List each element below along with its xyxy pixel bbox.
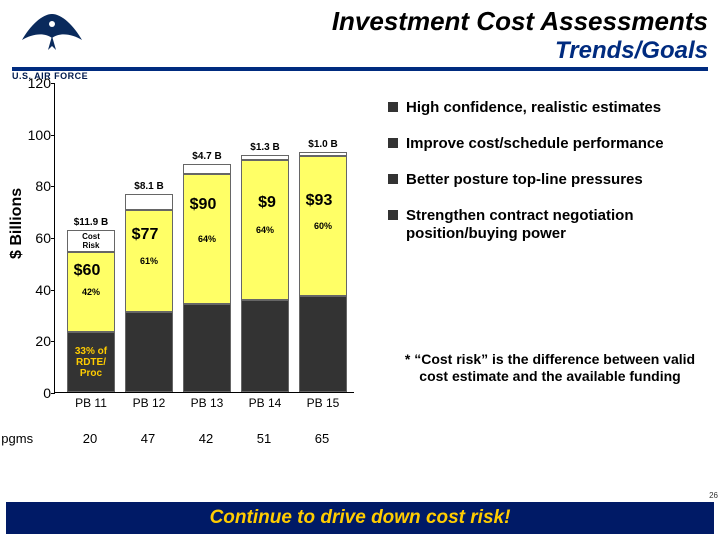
num-programs-label: # of pgms bbox=[0, 431, 46, 446]
bar-top-value: $8.1 B bbox=[125, 181, 173, 192]
bar-total-label: $60 bbox=[63, 262, 111, 280]
y-tick: 100 bbox=[23, 127, 51, 143]
bar-segment bbox=[183, 164, 231, 174]
y-tick: 120 bbox=[23, 75, 51, 91]
y-tick: 0 bbox=[23, 385, 51, 401]
bullet-marker bbox=[388, 174, 398, 184]
bullet-list: High confidence, realistic estimates Impr… bbox=[388, 99, 708, 261]
footnote: * “Cost risk” is the difference between … bbox=[400, 351, 700, 385]
usaf-logo: U.S. AIR FORCE bbox=[12, 6, 92, 64]
x-category-label: PB 12 bbox=[125, 396, 173, 410]
bar-total-label: $93 bbox=[295, 192, 343, 210]
y-tick: 40 bbox=[23, 282, 51, 298]
x-category-label: PB 13 bbox=[183, 396, 231, 410]
num-programs-value: 20 bbox=[66, 431, 114, 446]
bar-segment bbox=[125, 194, 173, 210]
plot-area: 02040608010012033% of RDTE/ Proc42%Cost … bbox=[54, 83, 354, 393]
bar-total-label: $77 bbox=[121, 226, 169, 244]
bar-top-value: $1.3 B bbox=[241, 142, 289, 153]
bullet-marker bbox=[388, 102, 398, 112]
bar-top-value: $11.9 B bbox=[67, 217, 115, 228]
slide-subtitle: Trends/Goals bbox=[92, 37, 708, 65]
num-programs-value: 51 bbox=[240, 431, 288, 446]
y-tick: 60 bbox=[23, 230, 51, 246]
y-tick: 80 bbox=[23, 178, 51, 194]
bullet-item: High confidence, realistic estimates bbox=[388, 99, 708, 117]
bar-segment bbox=[241, 155, 289, 160]
bullet-marker bbox=[388, 210, 398, 220]
bar-segment bbox=[241, 300, 289, 392]
y-axis-label: $ Billions bbox=[8, 188, 26, 259]
bar-chart: $ Billions 02040608010012033% of RDTE/ P… bbox=[10, 79, 370, 451]
bar-segment bbox=[299, 152, 347, 156]
bar-top-value: $1.0 B bbox=[299, 139, 347, 150]
bar-segment: 64% bbox=[241, 160, 289, 300]
x-category-label: PB 14 bbox=[241, 396, 289, 410]
slide-content: $ Billions 02040608010012033% of RDTE/ P… bbox=[0, 71, 720, 451]
bar-total-label: $9 bbox=[243, 194, 291, 212]
slide-number: 26 bbox=[709, 491, 718, 500]
bar-top-value: $4.7 B bbox=[183, 151, 231, 162]
bullet-text: Improve cost/schedule performance bbox=[406, 135, 664, 153]
x-category-label: PB 15 bbox=[299, 396, 347, 410]
num-programs-value: 47 bbox=[124, 431, 172, 446]
bullet-item: Better posture top-line pressures bbox=[388, 171, 708, 189]
bullet-item: Strengthen contract negotiation position… bbox=[388, 207, 708, 243]
bar-total-label: $90 bbox=[179, 196, 227, 214]
slide-title: Investment Cost Assessments bbox=[92, 6, 708, 37]
y-tick: 20 bbox=[23, 333, 51, 349]
bar-segment: 60% bbox=[299, 156, 347, 296]
num-programs-value: 42 bbox=[182, 431, 230, 446]
bar-segment bbox=[183, 304, 231, 392]
slide-header: U.S. AIR FORCE Investment Cost Assessmen… bbox=[0, 0, 720, 71]
bullet-marker bbox=[388, 138, 398, 148]
bullet-text: Better posture top-line pressures bbox=[406, 171, 643, 189]
bar-segment: 33% of RDTE/ Proc bbox=[67, 332, 115, 392]
banner-text: Continue to drive down cost risk! bbox=[210, 507, 511, 529]
bar-segment: 64% bbox=[183, 174, 231, 304]
bullet-item: Improve cost/schedule performance bbox=[388, 135, 708, 153]
bottom-banner: Continue to drive down cost risk! bbox=[6, 502, 714, 534]
bar-segment bbox=[299, 296, 347, 392]
x-category-label: PB 11 bbox=[67, 396, 115, 410]
bullet-text: High confidence, realistic estimates bbox=[406, 99, 661, 117]
bar-segment bbox=[125, 312, 173, 392]
num-programs-value: 65 bbox=[298, 431, 346, 446]
bullet-text: Strengthen contract negotiation position… bbox=[406, 207, 708, 243]
bar-segment: Cost Risk bbox=[67, 230, 115, 252]
